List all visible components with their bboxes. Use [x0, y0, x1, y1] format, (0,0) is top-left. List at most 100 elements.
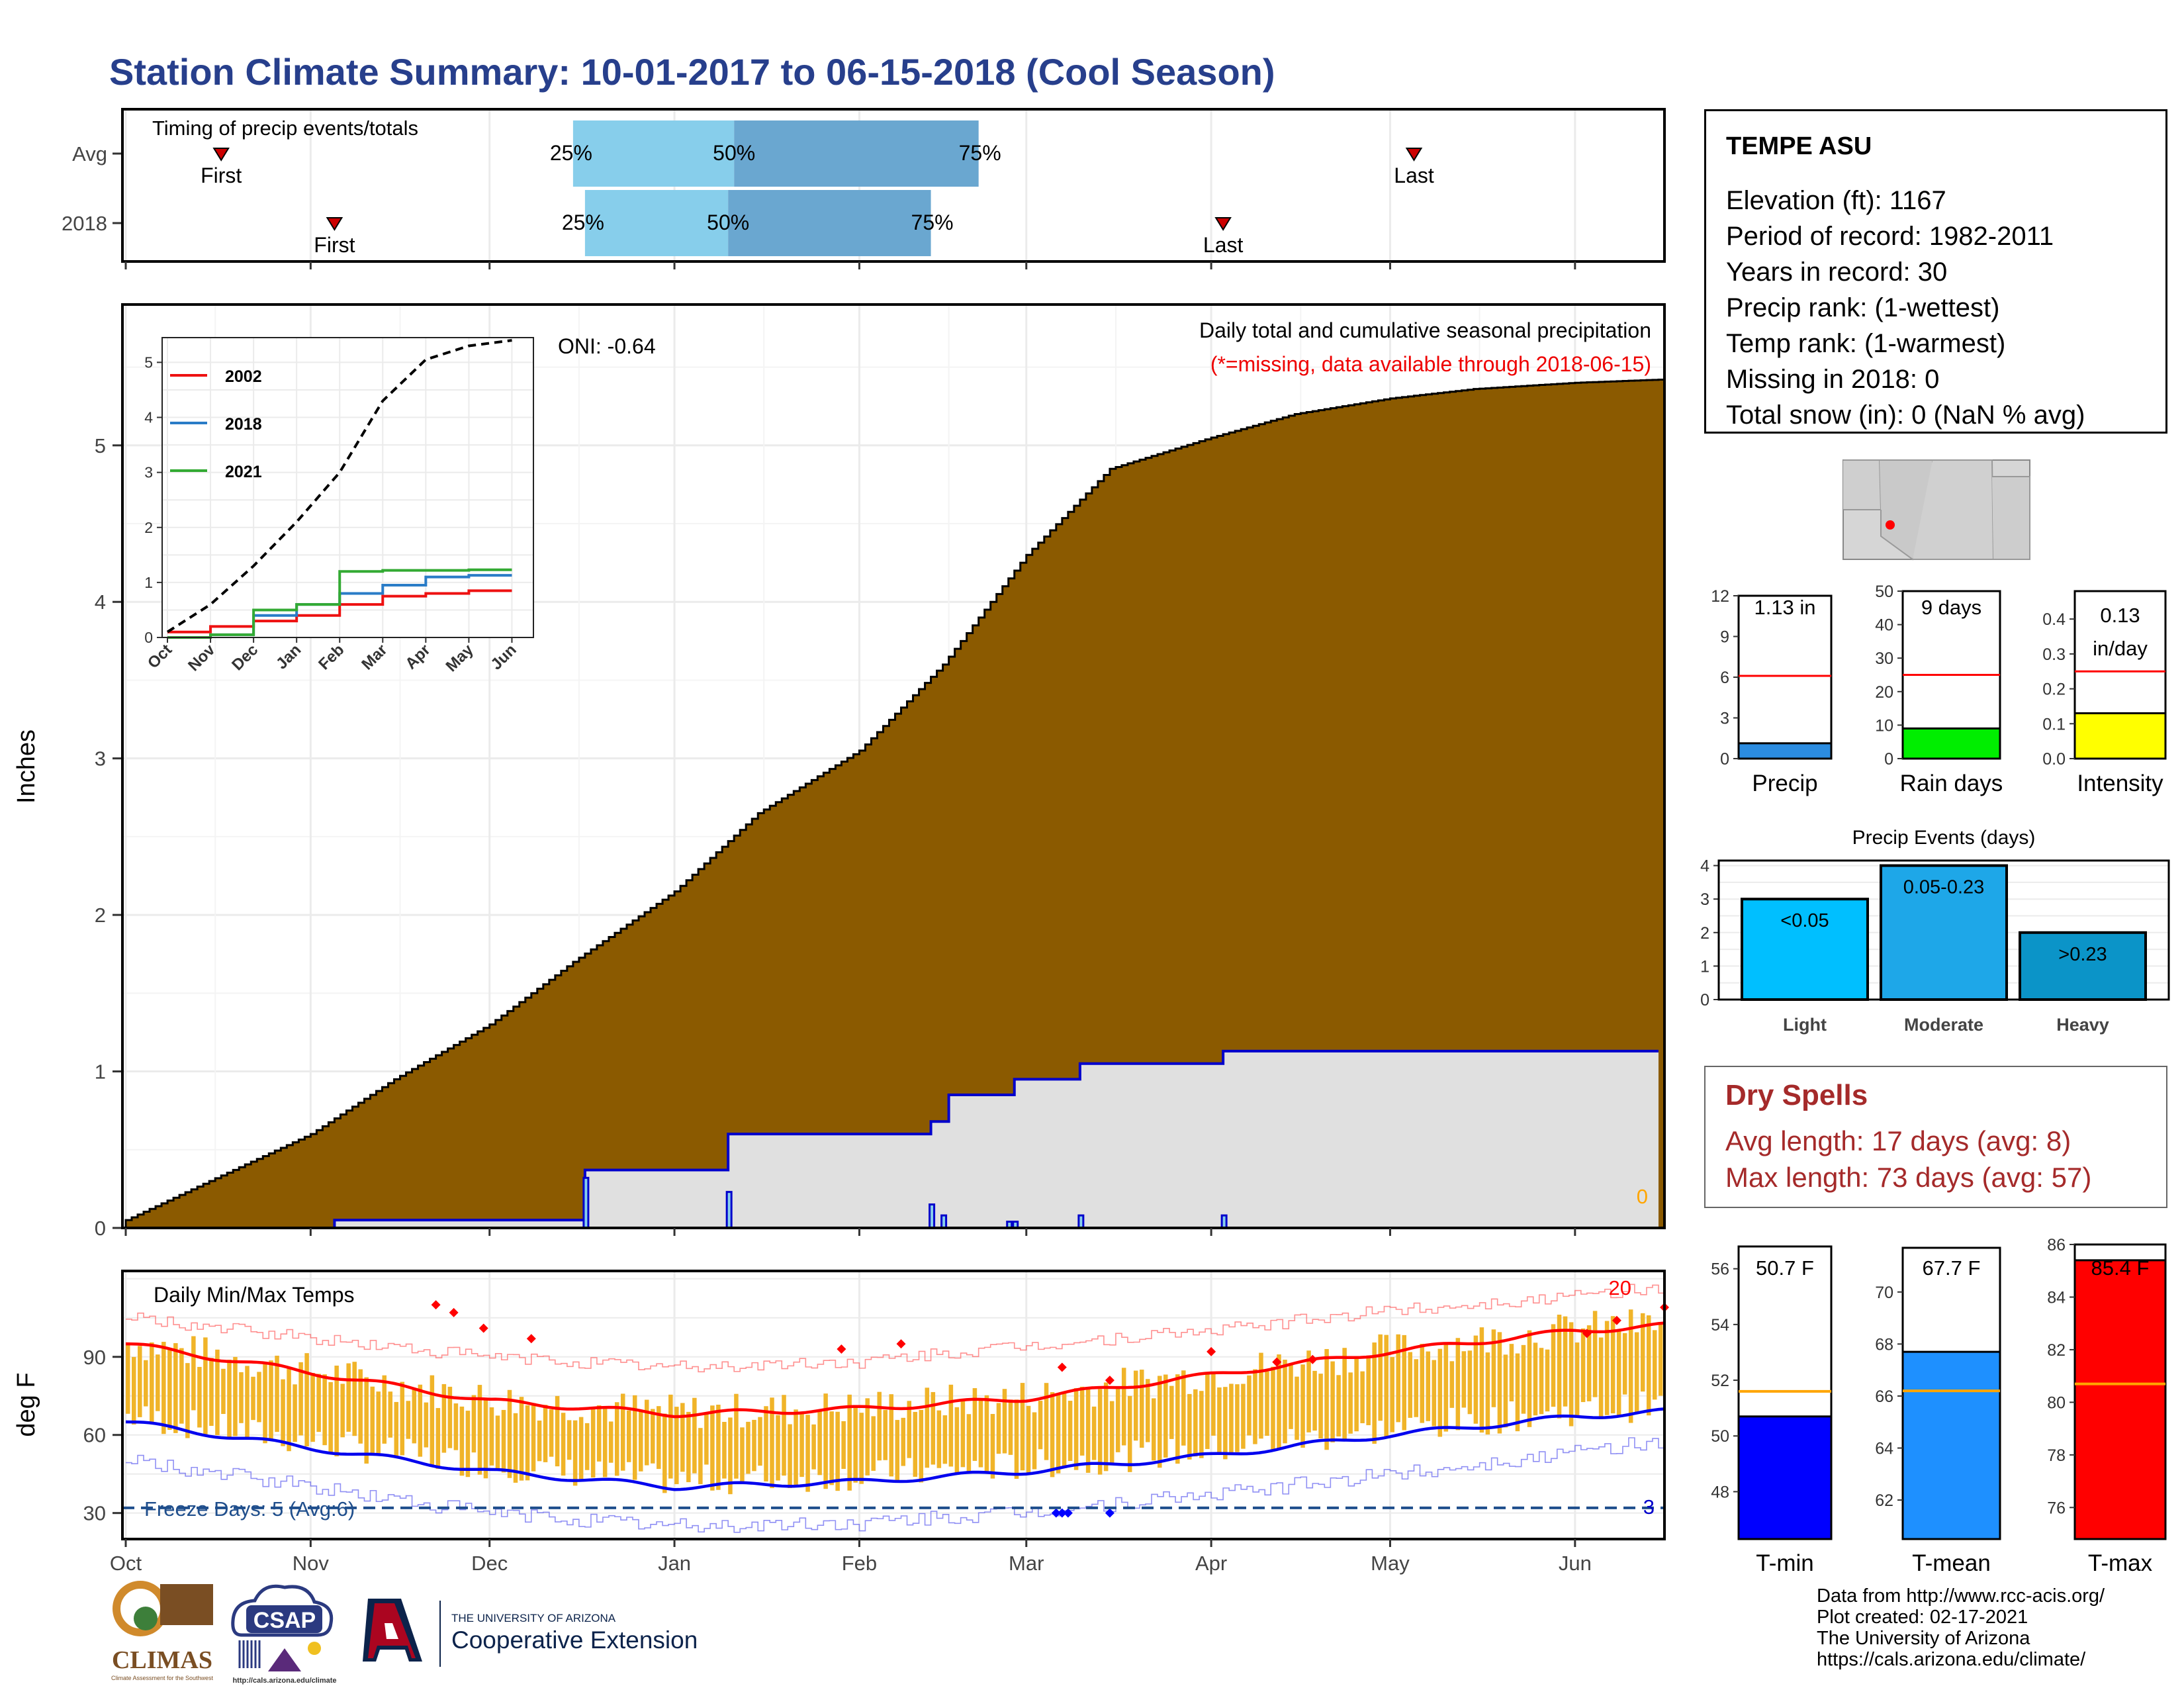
station-detail-line: Temp rank: (1-warmest) — [1726, 329, 2006, 358]
missing-count-label: 0 — [1637, 1185, 1648, 1208]
daily-temp-bar — [525, 1405, 530, 1481]
daily-temp-bar — [1223, 1387, 1228, 1460]
timing-bar-25-50 — [572, 120, 735, 187]
daily-temp-bar — [764, 1406, 768, 1482]
temp-ylabel: deg F — [13, 1372, 40, 1436]
daily-temp-bar — [388, 1391, 393, 1438]
temp-summary-tick-label: 86 — [2047, 1236, 2066, 1254]
summary-tick-label: 20 — [1875, 683, 1893, 702]
month-label: Mar — [1009, 1552, 1044, 1575]
daily-temp-bar — [406, 1401, 411, 1439]
temp-summary-value-label: 85.4 F — [2091, 1256, 2150, 1280]
daily-temp-bar — [877, 1391, 882, 1461]
summary-tick-label: 30 — [1875, 649, 1893, 668]
timing-title: Timing of precip events/totals — [152, 117, 418, 140]
daily-temp-bar — [620, 1393, 625, 1471]
temp-summary-tick-label: 76 — [2047, 1499, 2066, 1517]
daily-temp-bar — [477, 1385, 482, 1475]
summary-tick-label: 3 — [1720, 710, 1729, 728]
daily-temp-bar — [1473, 1335, 1479, 1424]
timing-first-marker — [326, 217, 343, 231]
daily-temp-bar — [645, 1399, 649, 1466]
daily-temp-bar — [1563, 1316, 1568, 1407]
temp-panel-border — [121, 1270, 1666, 1540]
daily-temp-bar — [1253, 1369, 1257, 1444]
daily-temp-bar — [1533, 1342, 1538, 1416]
record-high-marker — [431, 1300, 441, 1310]
daily-temp-bar — [561, 1413, 566, 1476]
summary-bar-value — [1737, 742, 1833, 760]
cumulative-2018-line — [126, 1049, 1659, 1229]
daily-temp-bar — [167, 1348, 172, 1430]
daily-temp-bar — [1336, 1375, 1341, 1437]
daily-temp-bar — [1515, 1353, 1520, 1432]
daily-temp-bar — [602, 1406, 608, 1477]
daily-temp-bar — [758, 1417, 762, 1466]
temp-summary-bar — [1901, 1350, 2001, 1540]
daily-temp-bar — [537, 1420, 542, 1462]
daily-temp-bar — [150, 1342, 154, 1422]
daily-temp-bar — [424, 1402, 429, 1448]
daily-temp-bar — [746, 1421, 751, 1474]
station-detail-line: Years in record: 30 — [1726, 258, 1948, 287]
record-high-count: 20 — [1609, 1276, 1631, 1299]
daily-temp-bar — [578, 1417, 584, 1479]
station-details: Elevation (ft): 1167 Period of record: 19… — [1726, 183, 2085, 433]
daily-temp-bar — [495, 1415, 500, 1470]
daily-temp-bar — [901, 1417, 906, 1466]
station-location-marker — [1886, 520, 1895, 530]
inset-series-2002 — [167, 589, 512, 633]
daily-temp-bar — [590, 1408, 596, 1478]
inset-ytick-label: 4 — [144, 409, 153, 426]
daily-temp-bar — [293, 1384, 297, 1442]
daily-temp-bar — [853, 1405, 858, 1483]
daily-temp-bar — [1449, 1361, 1455, 1408]
daily-temp-bar — [185, 1363, 190, 1438]
climas-logo-text: CLIMAS — [112, 1646, 212, 1674]
credit-line: The University of Arizona — [1817, 1628, 2030, 1649]
csap-logo-text: CSAP — [253, 1608, 316, 1633]
daily-temp-bar — [1497, 1332, 1502, 1434]
daily-temp-bar — [1289, 1364, 1293, 1429]
precip-events-border — [1717, 859, 2170, 1001]
timing-p50-label: 50% — [707, 211, 749, 234]
daily-temp-bar — [567, 1420, 572, 1460]
daily-temp-bar — [513, 1413, 518, 1483]
precip-event-bin-label: 0.05-0.23 — [1903, 877, 1985, 898]
precip-events-tick-label: 0 — [1700, 991, 1709, 1009]
record-high-marker — [1206, 1346, 1216, 1356]
record-max-line — [126, 1284, 1665, 1373]
daily-temp-bar — [1598, 1337, 1604, 1419]
timing-p50-label: 50% — [713, 141, 755, 165]
daily-temp-bar — [1432, 1360, 1437, 1427]
daily-temp-bar — [1217, 1387, 1222, 1454]
daily-temp-bar — [1133, 1370, 1138, 1441]
csap-logo-url: http://cals.arizona.edu/climate — [232, 1677, 336, 1685]
daily-temp-bar — [722, 1421, 727, 1479]
daily-temp-bar — [632, 1395, 637, 1480]
daily-temp-bar — [1038, 1401, 1043, 1450]
daily-temp-bar — [1097, 1389, 1103, 1475]
daily-temp-bar — [847, 1394, 852, 1491]
daily-temp-bar — [1551, 1324, 1556, 1407]
temp-summary-value-label: 67.7 F — [1923, 1256, 1981, 1280]
daily-temp-bar — [1247, 1375, 1251, 1436]
daily-temp-bar — [400, 1382, 405, 1456]
daily-temp-bar — [1408, 1352, 1413, 1418]
inset-ytick-label: 5 — [144, 353, 153, 371]
daily-temp-bar — [1402, 1335, 1406, 1430]
daily-temp-bar — [156, 1354, 160, 1411]
daily-temp-bar — [1032, 1412, 1037, 1470]
daily-temp-bar — [144, 1360, 148, 1407]
daily-temp-bar — [1384, 1335, 1388, 1438]
daily-temp-bar — [651, 1409, 655, 1464]
temp-summary-tick-label: 56 — [1711, 1260, 1729, 1279]
daily-temp-bar — [1557, 1314, 1562, 1419]
daily-temp-bar — [412, 1388, 417, 1444]
daily-temp-bar — [1175, 1374, 1180, 1464]
daily-temp-bar — [221, 1368, 226, 1415]
inset-ytick-label: 1 — [144, 574, 153, 591]
temp-summary-tick-label: 52 — [1711, 1372, 1729, 1390]
oni-label: ONI: -0.64 — [558, 334, 656, 358]
precip-panel-border — [121, 303, 1666, 1229]
